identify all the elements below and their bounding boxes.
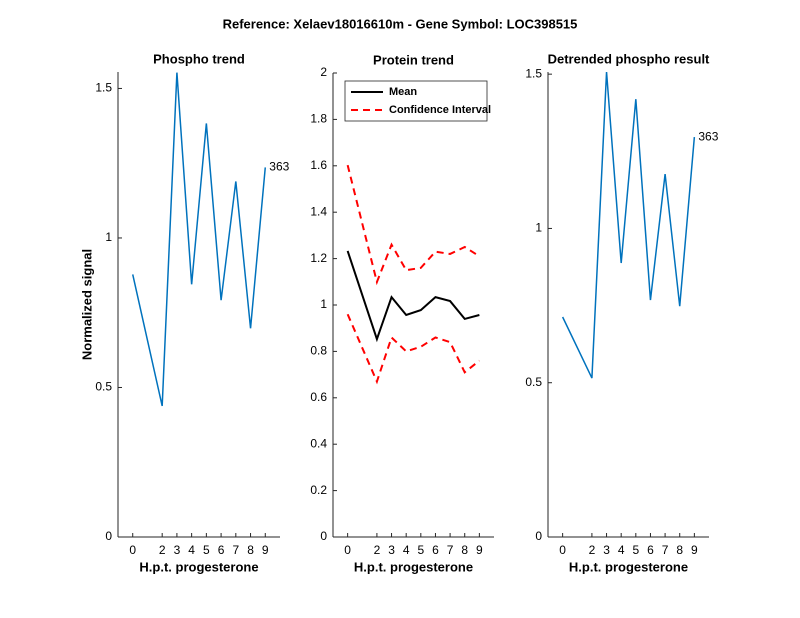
- y-tick-label: 0.2: [310, 483, 327, 497]
- legend-box: [344, 80, 488, 122]
- data-line: [131, 72, 267, 407]
- legend-label: Confidence Interval: [389, 104, 491, 116]
- data-line: [346, 164, 480, 286]
- x-tick-label: 5: [632, 543, 639, 557]
- x-tick-label: 5: [417, 543, 424, 557]
- x-tick-label: 7: [232, 543, 239, 557]
- x-tick-label: 4: [618, 543, 625, 557]
- data-line: [346, 313, 480, 385]
- y-tick-label: 1.4: [310, 204, 327, 218]
- x-tick-label: 6: [218, 543, 225, 557]
- x-tick-label: 6: [432, 543, 439, 557]
- x-tick-label: 6: [647, 543, 654, 557]
- figure-title: Reference: Xelaev18016610m - Gene Symbol…: [223, 16, 578, 31]
- x-tick-label: 3: [603, 543, 610, 557]
- x-tick-label: 7: [447, 543, 454, 557]
- data-line: [346, 250, 480, 343]
- annotation: 363: [698, 129, 718, 143]
- y-tick-label: 1.5: [525, 66, 542, 80]
- axes-title: Detrended phospho result: [548, 51, 710, 66]
- y-axis-label: Normalized signal: [79, 249, 94, 360]
- x-tick-label: 9: [691, 543, 698, 557]
- y-tick-label: 0: [320, 529, 327, 543]
- y-tick-label: 1.6: [310, 158, 327, 172]
- data-line: [561, 71, 696, 379]
- y-tick-label: 0.8: [310, 344, 327, 358]
- y-tick-label: 0.6: [310, 390, 327, 404]
- x-tick-label: 0: [344, 543, 351, 557]
- x-tick-label: 2: [374, 543, 381, 557]
- y-tick-label: 1: [105, 230, 112, 244]
- annotation: 363: [269, 160, 289, 174]
- x-tick-label: 9: [476, 543, 483, 557]
- x-tick-label: 8: [676, 543, 683, 557]
- x-tick-label: 4: [403, 543, 410, 557]
- y-tick-label: 2: [320, 65, 327, 79]
- x-axis-label: H.p.t. progesterone: [569, 559, 688, 574]
- x-tick-label: 7: [662, 543, 669, 557]
- y-tick-label: 0.4: [310, 436, 327, 450]
- x-tick-label: 5: [203, 543, 210, 557]
- legend-label: Mean: [389, 86, 417, 98]
- x-tick-label: 0: [129, 543, 136, 557]
- y-tick-label: 0.5: [525, 375, 542, 389]
- y-tick-label: 0: [105, 529, 112, 543]
- x-tick-label: 3: [174, 543, 181, 557]
- x-tick-label: 4: [188, 543, 195, 557]
- x-tick-label: 0: [559, 543, 566, 557]
- y-tick-label: 0.5: [95, 380, 112, 394]
- axes-title: Phospho trend: [153, 51, 245, 66]
- axes-title: Protein trend: [373, 52, 454, 67]
- y-tick-label: 1.8: [310, 112, 327, 126]
- y-tick-label: 1.2: [310, 251, 327, 265]
- x-tick-label: 9: [262, 543, 269, 557]
- y-tick-label: 1.5: [95, 81, 112, 95]
- y-tick-label: 1: [535, 221, 542, 235]
- x-axis-label: H.p.t. progesterone: [354, 559, 473, 574]
- y-tick-label: 1: [320, 297, 327, 311]
- x-tick-label: 2: [159, 543, 166, 557]
- x-axis-label: H.p.t. progesterone: [139, 559, 258, 574]
- x-tick-label: 2: [589, 543, 596, 557]
- x-tick-label: 8: [461, 543, 468, 557]
- x-tick-label: 8: [247, 543, 254, 557]
- y-tick-label: 0: [535, 529, 542, 543]
- x-tick-label: 3: [388, 543, 395, 557]
